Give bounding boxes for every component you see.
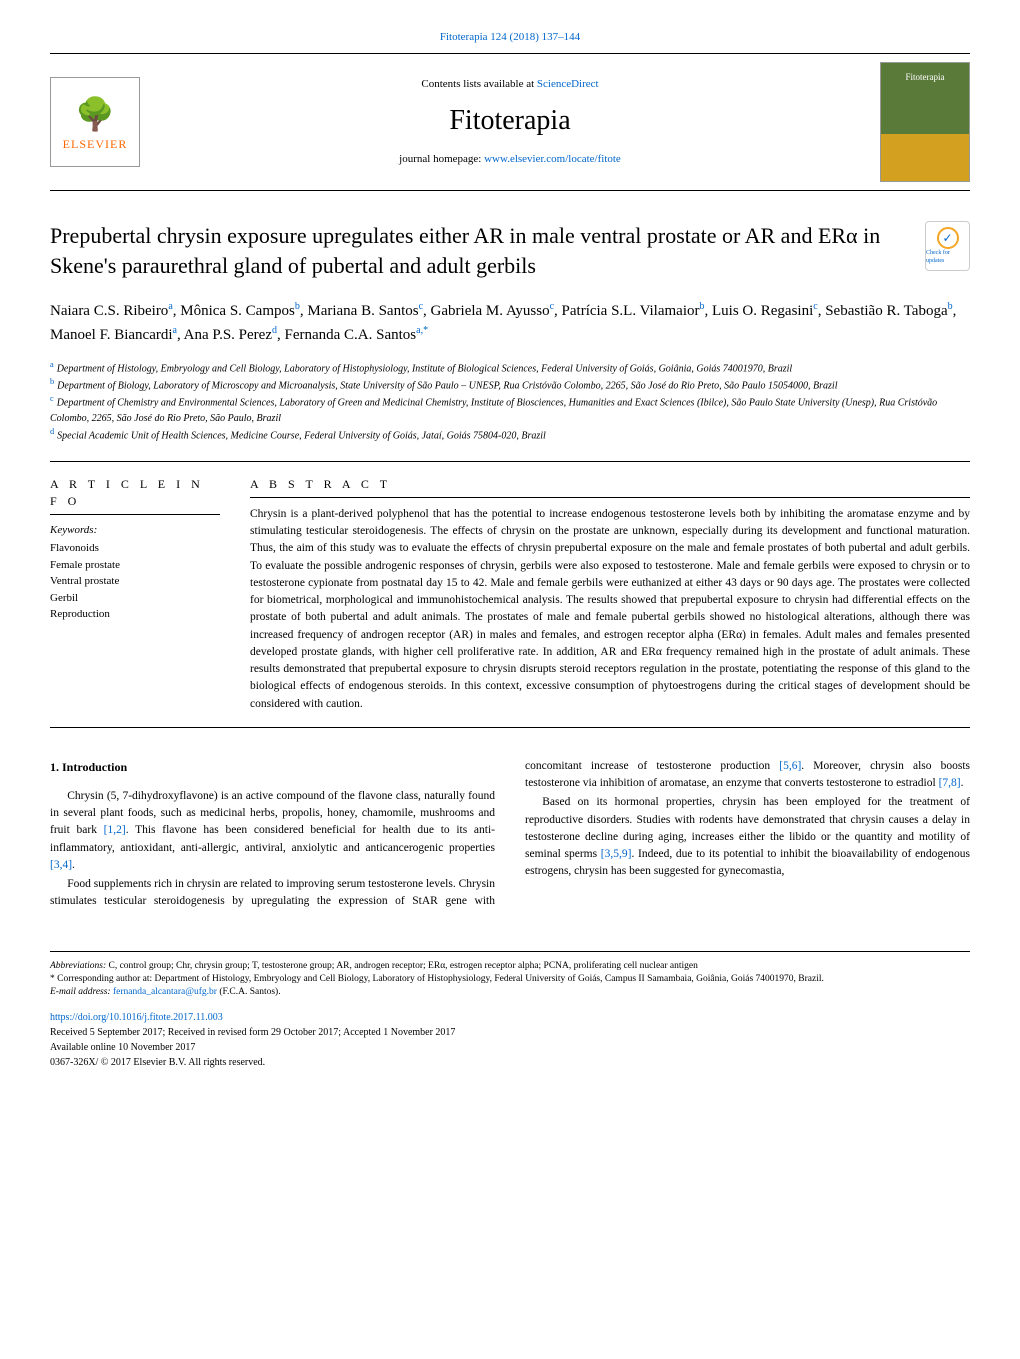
doi-block: https://doi.org/10.1016/j.fitote.2017.11… bbox=[50, 1010, 970, 1070]
affiliation-item: aDepartment of Histology, Embryology and… bbox=[50, 359, 970, 376]
journal-cover: Fitoterapia bbox=[880, 62, 970, 182]
introduction-head: 1. Introduction bbox=[50, 758, 495, 776]
journal-header: 🌳 ELSEVIER Contents lists available at S… bbox=[50, 53, 970, 191]
check-updates-badge[interactable]: ✓ Check for updates bbox=[925, 221, 970, 271]
journal-reference: Fitoterapia 124 (2018) 137–144 bbox=[50, 30, 970, 45]
keyword-item: Flavonoids bbox=[50, 540, 220, 557]
corr-label: * Corresponding author at: bbox=[50, 974, 152, 984]
contents-prefix: Contents lists available at bbox=[421, 78, 536, 90]
article-title: Prepubertal chrysin exposure upregulates… bbox=[50, 221, 913, 280]
keyword-item: Gerbil bbox=[50, 590, 220, 607]
title-row: Prepubertal chrysin exposure upregulates… bbox=[50, 221, 970, 280]
keyword-item: Female prostate bbox=[50, 557, 220, 574]
divider bbox=[50, 727, 970, 728]
email-suffix: (F.C.A. Santos). bbox=[217, 987, 281, 997]
corresponding-author-line: * Corresponding author at: Department of… bbox=[50, 973, 970, 986]
publisher-logo: 🌳 ELSEVIER bbox=[50, 77, 140, 167]
authors-list: Naiara C.S. Ribeiroa, Mônica S. Camposb,… bbox=[50, 299, 970, 347]
available-line: Available online 10 November 2017 bbox=[50, 1040, 970, 1055]
article-info-column: A R T I C L E I N F O Keywords: Flavonoi… bbox=[50, 476, 220, 713]
abstract-divider bbox=[250, 497, 970, 498]
homepage-prefix: journal homepage: bbox=[399, 153, 484, 165]
doi-link[interactable]: https://doi.org/10.1016/j.fitote.2017.11… bbox=[50, 1012, 223, 1023]
abstract-head: A B S T R A C T bbox=[250, 476, 970, 493]
homepage-link[interactable]: www.elsevier.com/locate/fitote bbox=[484, 153, 621, 165]
affiliation-item: cDepartment of Chemistry and Environment… bbox=[50, 393, 970, 425]
email-link[interactable]: fernanda_alcantara@ufg.br bbox=[113, 987, 217, 997]
ref-link[interactable]: [1,2] bbox=[104, 824, 126, 836]
check-label: Check for updates bbox=[926, 249, 969, 266]
info-abstract-row: A R T I C L E I N F O Keywords: Flavonoi… bbox=[50, 476, 970, 713]
abbreviations-line: Abbreviations: C, control group; Chr, ch… bbox=[50, 960, 970, 973]
check-icon: ✓ bbox=[937, 227, 959, 249]
tree-icon: 🌳 bbox=[75, 92, 115, 137]
affiliations: aDepartment of Histology, Embryology and… bbox=[50, 359, 970, 443]
intro-paragraph-3: Based on its hormonal properties, chrysi… bbox=[525, 794, 970, 880]
abstract-column: A B S T R A C T Chrysin is a plant-deriv… bbox=[250, 476, 970, 713]
corr-text: Department of Histology, Embryology and … bbox=[152, 974, 824, 984]
affiliation-item: bDepartment of Biology, Laboratory of Mi… bbox=[50, 376, 970, 393]
keyword-item: Reproduction bbox=[50, 606, 220, 623]
ref-link[interactable]: [5,6] bbox=[779, 760, 801, 772]
keyword-item: Ventral prostate bbox=[50, 573, 220, 590]
abstract-text: Chrysin is a plant-derived polyphenol th… bbox=[250, 506, 970, 713]
abbrev-label: Abbreviations: bbox=[50, 961, 106, 971]
homepage-line: journal homepage: www.elsevier.com/locat… bbox=[140, 152, 880, 167]
article-info-head: A R T I C L E I N F O bbox=[50, 476, 220, 510]
ref-link[interactable]: [3,4] bbox=[50, 859, 72, 871]
keywords-label: Keywords: bbox=[50, 523, 220, 538]
sciencedirect-link[interactable]: ScienceDirect bbox=[537, 78, 599, 90]
ref-link[interactable]: [7,8] bbox=[939, 777, 961, 789]
copyright-line: 0367-326X/ © 2017 Elsevier B.V. All righ… bbox=[50, 1055, 970, 1070]
ref-link[interactable]: [3,5,9] bbox=[601, 848, 632, 860]
abbrev-text: C, control group; Chr, chrysin group; T,… bbox=[106, 961, 698, 971]
publisher-brand: ELSEVIER bbox=[63, 136, 128, 153]
header-center: Contents lists available at ScienceDirec… bbox=[140, 77, 880, 167]
email-line: E-mail address: fernanda_alcantara@ufg.b… bbox=[50, 986, 970, 999]
keywords-list: FlavonoidsFemale prostateVentral prostat… bbox=[50, 540, 220, 623]
introduction-section: 1. Introduction Chrysin (5, 7-dihydroxyf… bbox=[50, 758, 970, 911]
info-divider bbox=[50, 514, 220, 515]
intro-paragraph-1: Chrysin (5, 7-dihydroxyflavone) is an ac… bbox=[50, 788, 495, 874]
divider bbox=[50, 461, 970, 462]
footer: Abbreviations: C, control group; Chr, ch… bbox=[50, 951, 970, 1070]
contents-line: Contents lists available at ScienceDirec… bbox=[140, 77, 880, 92]
received-line: Received 5 September 2017; Received in r… bbox=[50, 1025, 970, 1040]
email-label: E-mail address: bbox=[50, 987, 113, 997]
journal-name: Fitoterapia bbox=[140, 101, 880, 140]
affiliation-item: dSpecial Academic Unit of Health Science… bbox=[50, 426, 970, 443]
